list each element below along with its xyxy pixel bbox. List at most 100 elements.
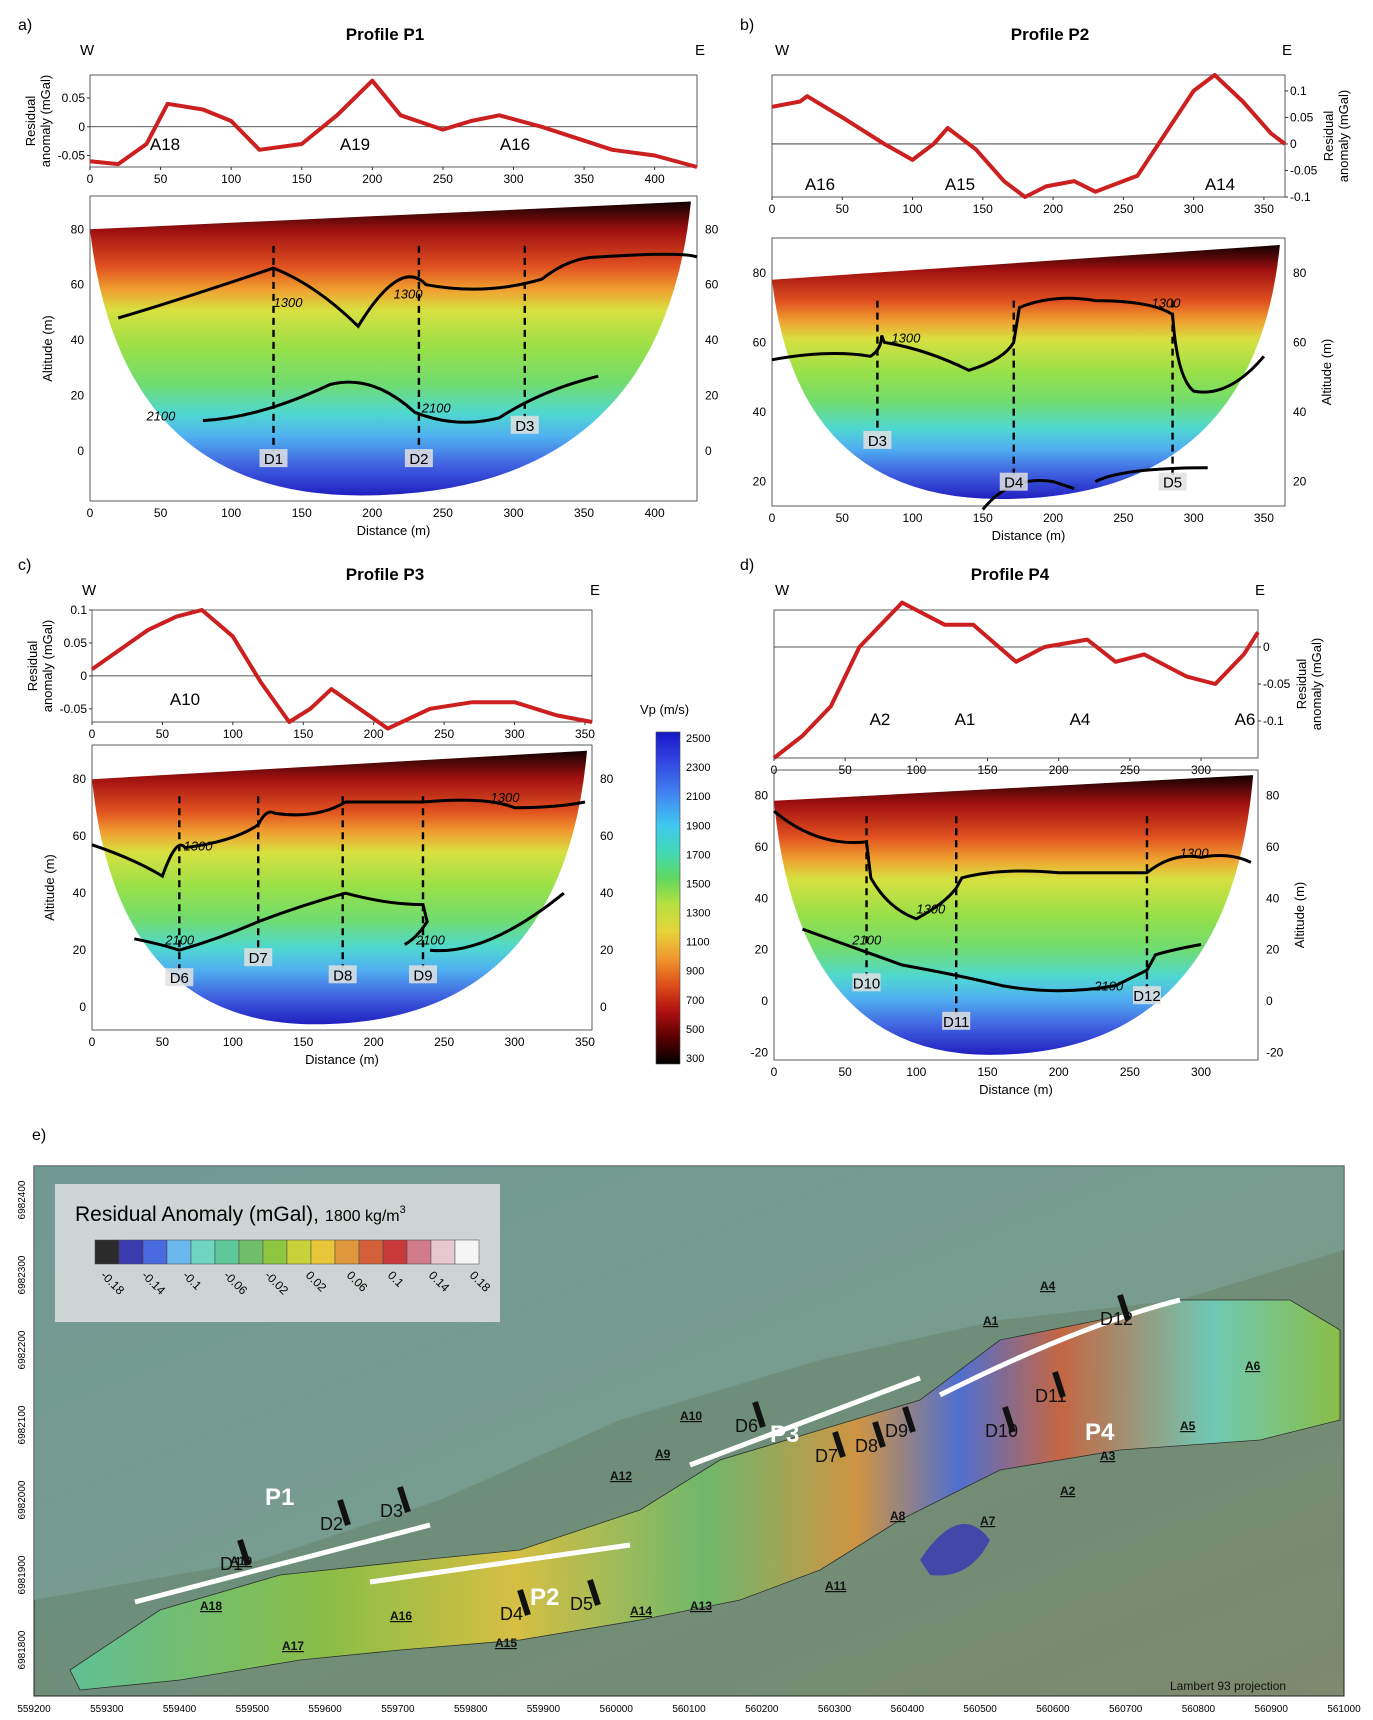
discontinuity-label: D2 [409,451,428,468]
colorbar-tick: 1500 [686,878,710,890]
map-discontinuity-label: D2 [320,1514,343,1534]
profile-panel-2: b) Profile P2 W E 0.1 0.05 0 -0.05 -0.1 0 50 100 150… [740,17,1351,543]
map-xtick: 560200 [745,1704,779,1715]
sec-ytick-left: 60 [755,840,769,854]
legend-swatch [406,1239,432,1265]
sec-xtick-label: 150 [973,511,993,525]
sec-ytick-right: 0 [705,444,712,458]
legend-swatch [142,1239,168,1265]
grav-xtick-label: 250 [434,727,454,741]
grav-xtick-label: 150 [292,172,312,186]
projection-label: Lambert 93 projection [1170,1679,1286,1693]
sec-ytick-right: 20 [705,389,719,403]
sec-ytick-right: 60 [1293,335,1307,349]
sec-ytick-right: -20 [1266,1045,1284,1059]
profile-title: Profile P1 [346,25,424,44]
grav-xtick-label: 350 [574,172,594,186]
map-discontinuity-mark [397,1486,411,1513]
anomaly-label: A14 [1205,175,1235,194]
map-ytick: 6981900 [17,1555,28,1594]
sec-xtick-label: 0 [771,1065,778,1079]
grav-xtick-label: 300 [503,172,523,186]
isoline-label: 1300 [184,838,214,853]
anomaly-label: A4 [1070,710,1091,729]
map-discontinuity-mark [1117,1294,1131,1321]
colorbar-tick: 2500 [686,733,710,745]
map-xtick: 560800 [1182,1704,1216,1715]
map-ytick: 6981800 [17,1630,28,1669]
sec-xtick-label: 50 [156,1035,170,1049]
anomaly-label: A19 [340,135,370,154]
map-anomaly-label: A4 [1040,1279,1056,1293]
sec-ytick-right: 20 [1266,943,1280,957]
isoline-1300 [771,296,1266,394]
discontinuity-label-bg [863,430,892,449]
discontinuity-label-bg [852,973,881,992]
map-profile-label: P3 [770,1421,799,1448]
map-anomaly-label: A9 [655,1447,671,1461]
legend-swatch [286,1239,312,1265]
discontinuity-label: D3 [515,418,534,435]
grav-xtick-label: 400 [645,172,665,186]
panel-letter: a) [18,17,32,34]
discontinuity-label-bg [408,965,437,984]
anomaly-label: A16 [500,135,530,154]
profile-title: Profile P3 [346,565,424,584]
sec-xtick-label: 350 [1254,511,1274,525]
sec-ylabel: Altitude (m) [42,854,57,920]
isoline-1300 [117,252,698,329]
west-label: W [80,42,95,59]
map-discontinuity-mark [237,1539,251,1566]
colorbar-tick: 1700 [686,849,710,861]
discontinuity-label-bg [1158,472,1187,491]
map-anomaly-label: A6 [1245,1359,1261,1373]
panel-letter: d) [740,557,754,574]
discontinuity-label-bg [259,449,288,468]
sec-ytick-right: 80 [705,222,719,236]
sec-xtick-label: 150 [978,1065,998,1079]
sec-xtick-label: 300 [505,1035,525,1049]
map-profile-label: P1 [265,1484,294,1511]
west-label: W [82,582,97,599]
map-discontinuity-label: D8 [855,1436,878,1456]
gravity-anomaly-curve [771,73,1287,199]
sec-ytick-right: 40 [1266,891,1280,905]
grav-ytick-label: 0.1 [1290,84,1307,98]
grav-ytick-label: -0.1 [1263,714,1284,728]
isoline-label: 1300 [1151,296,1181,311]
map-panel: e) Residual Anomaly (mGal), 1800 kg/m3 -0… [17,1127,1361,1715]
sec-ytick-right: 0 [1266,994,1273,1008]
map-discontinuity-label: D4 [500,1604,523,1624]
map-ytick: 6982200 [17,1330,28,1369]
sec-xtick-label: 100 [906,1065,926,1079]
discontinuity-label: D6 [170,970,189,987]
grav-xtick-label: 50 [154,172,168,186]
map-xtick: 560100 [672,1704,706,1715]
sec-ylabel: Altitude (m) [1292,882,1307,948]
map-discontinuity-mark [752,1401,766,1428]
grav-ytick-label: 0 [78,120,85,134]
legend-swatch [430,1239,456,1265]
grav-xtick-label: 250 [1113,202,1133,216]
sec-xtick-label: 150 [292,506,312,520]
colorbar-tick: 1100 [686,937,710,949]
grav-ytick-label: -0.05 [58,149,86,163]
discontinuity-label: D12 [1133,988,1161,1005]
colorbar-tick: 1900 [686,820,710,832]
isoline-1300 [773,809,1252,921]
discontinuity-label: D9 [413,967,432,984]
grav-ylabel-line2: anomaly (mGal) [1336,90,1351,182]
sec-xtick-label: 0 [769,511,776,525]
discontinuity-label: D1 [264,451,283,468]
isoline-2100 [801,927,1202,993]
velocity-section [92,750,587,1025]
map-xtick: 559400 [163,1704,197,1715]
sec-xtick-label: 400 [645,506,665,520]
profile-panel-3: c) Profile P3W E0.10.050-0.050 50 100 150 200 2… [18,557,614,1067]
discontinuity-label-bg [999,472,1028,491]
legend-title: Residual Anomaly (mGal), 1800 kg/m3 [75,1203,406,1226]
grav-xtick-label: 300 [1184,202,1204,216]
velocity-section [774,775,1254,1055]
map-xtick: 559300 [90,1704,124,1715]
grav-xtick-label: 350 [1254,202,1274,216]
